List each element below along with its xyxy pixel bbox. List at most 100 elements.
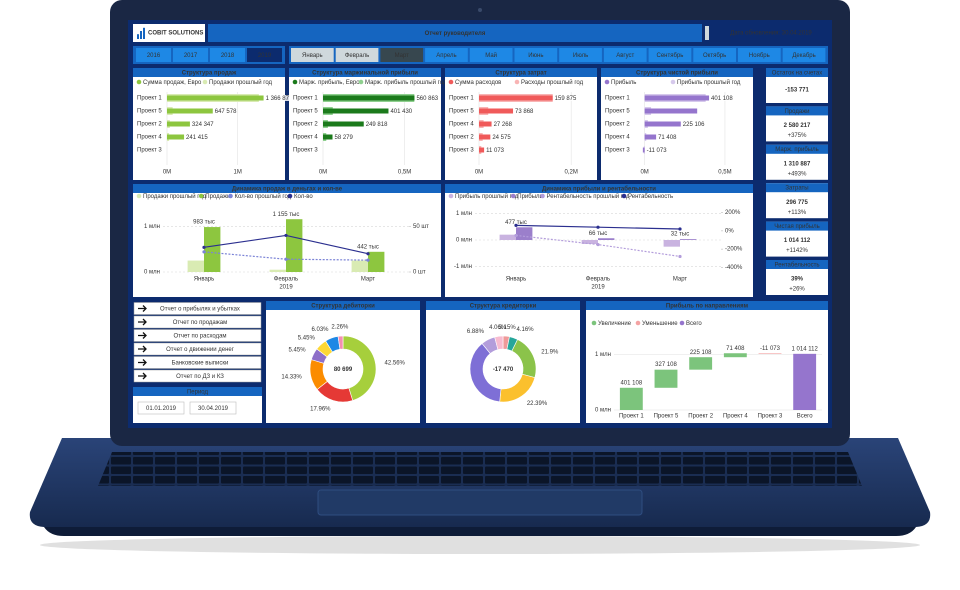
report-label: Отчет по продажам [173, 320, 227, 326]
value-label-bg [514, 108, 535, 114]
title-accent [705, 26, 709, 40]
legend-swatch [136, 193, 142, 199]
waterfall-bar [689, 357, 713, 370]
category-label: Проект 4 [137, 135, 162, 141]
kpi-value: 2 580 217 [784, 123, 811, 129]
value-label: 6.88% [467, 329, 485, 335]
kpi-value: 1 310 887 [784, 161, 811, 167]
month-button[interactable] [648, 48, 692, 62]
category-label: Проект 2 [605, 122, 630, 128]
bar [479, 147, 485, 153]
legend-label: Сумма расходов [455, 80, 501, 86]
trackpad [317, 489, 643, 516]
legend-label: Прибыль [611, 80, 636, 86]
arrow-icon [138, 359, 147, 366]
month-button[interactable] [782, 48, 826, 62]
bar [323, 108, 389, 114]
report-button[interactable] [133, 356, 262, 369]
value-label: 241 415 [186, 135, 208, 141]
value-label: 5.45% [289, 348, 307, 354]
date-input[interactable] [189, 401, 237, 415]
arrow-icon [138, 345, 147, 353]
legend-swatch [287, 193, 293, 199]
value-label-bg [553, 95, 577, 101]
report-button[interactable] [133, 315, 262, 329]
legend-swatch [591, 320, 597, 326]
x-tick-label: 0М [319, 170, 327, 176]
category-label: Проект 4 [293, 135, 318, 141]
donut-segment [337, 335, 344, 350]
date-input[interactable] [137, 401, 185, 415]
bar [323, 134, 333, 140]
month-button[interactable] [380, 48, 424, 62]
month-button[interactable] [603, 48, 647, 62]
year-button[interactable] [210, 48, 245, 62]
bar [644, 95, 710, 101]
month-label: Ноябрь [749, 53, 770, 59]
date-value: 30.04.2019 [198, 406, 229, 412]
year-label: 2016 [147, 53, 161, 59]
category-label: Проект 4 [449, 122, 474, 128]
legend-swatch [198, 193, 204, 199]
month-button[interactable] [559, 48, 602, 62]
y2-tick-label: -400% [725, 265, 743, 271]
month-button[interactable] [335, 48, 379, 62]
category-label: Проект 1 [137, 96, 162, 102]
waterfall-bar [619, 387, 643, 410]
report-button[interactable] [133, 342, 262, 356]
year-button[interactable] [173, 48, 208, 62]
month-button[interactable] [514, 48, 558, 62]
bar [516, 227, 533, 240]
month-button[interactable] [291, 48, 334, 62]
month-button[interactable] [738, 48, 781, 62]
month-button[interactable] [693, 48, 736, 62]
logo-icon [143, 27, 145, 39]
year-button[interactable] [247, 48, 282, 62]
line-point [678, 227, 682, 231]
value-label: 1 155 тыс [273, 212, 300, 218]
y-tick-label: 0 млн [144, 270, 160, 276]
kpi-header [766, 106, 828, 116]
panel-title: Структура маржинальной прибыли [312, 69, 418, 76]
value-label: 71 408 [726, 346, 745, 352]
line-point [202, 245, 206, 249]
logo-icon [140, 31, 142, 39]
month-button[interactable] [469, 48, 513, 62]
legend-swatch [514, 79, 520, 85]
report-label: Банковские выписки [172, 360, 229, 366]
legend-label: Всего [686, 321, 702, 327]
value-label-bg [645, 147, 669, 153]
value-label: 983 тыс [193, 220, 215, 226]
value-label: 11 073 [486, 148, 505, 154]
legend-swatch [228, 193, 233, 199]
category-label: Проект 4 [605, 135, 630, 141]
value-label: 21.9% [541, 349, 559, 355]
year-label: 2018 [221, 53, 235, 59]
legend-swatch [448, 193, 454, 199]
legend-label: Увеличение [598, 321, 632, 327]
bar [644, 121, 681, 127]
legend-swatch [358, 79, 364, 85]
report-label: Отчет по ДЗ и КЗ [176, 374, 224, 380]
value-label-bg [492, 121, 513, 127]
month-button[interactable] [425, 48, 468, 62]
panel-header [586, 301, 828, 310]
panel-header [266, 301, 420, 310]
legend-label: Кол-во [294, 194, 313, 200]
value-label: 2.26% [331, 325, 349, 331]
year-button[interactable] [136, 48, 171, 62]
bar [167, 121, 190, 127]
value-label-bg [185, 134, 209, 140]
y2-tick-label: 0% [725, 228, 734, 234]
arrow-icon [138, 318, 147, 326]
value-label: 401 108 [711, 96, 733, 102]
x-tick-label: Всего [797, 414, 813, 420]
report-button[interactable] [133, 302, 262, 315]
x-tick-label: 0,2М [565, 170, 578, 176]
legend-swatch [136, 79, 142, 85]
dashboard: COBIT SOLUTIONS Отчет руководителя Дата об… [133, 24, 828, 423]
report-button[interactable] [133, 329, 262, 342]
kpi-change: +26% [789, 287, 805, 293]
report-button[interactable] [133, 369, 262, 383]
legend-swatch [202, 79, 208, 85]
